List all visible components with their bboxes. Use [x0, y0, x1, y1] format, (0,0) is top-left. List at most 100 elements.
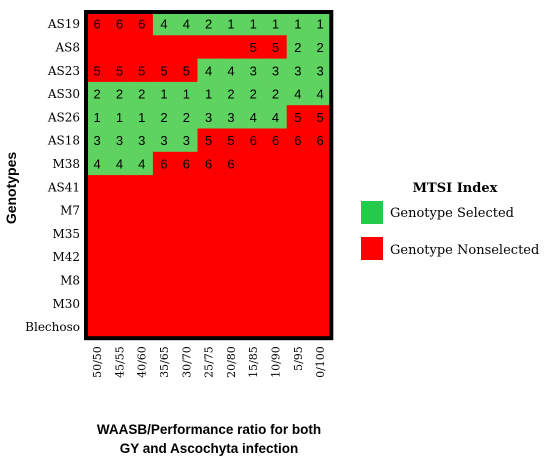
cell-value-as26-35-65: 2	[160, 110, 167, 125]
x-axis-label-line-2: GY and Ascochyta infection	[120, 441, 299, 456]
cell-blechoso-40-60	[130, 314, 154, 339]
cell-m42-40-60	[130, 245, 154, 269]
cell-value-as18-30-70: 3	[183, 133, 190, 148]
cell-value-as30-25-75: 1	[205, 87, 212, 102]
cell-as26-35-65	[152, 105, 176, 129]
cell-as23-45-55	[108, 58, 132, 83]
cell-value-m38-30-70: 6	[183, 156, 190, 171]
y-tick-as26: AS26	[47, 110, 80, 124]
cell-as26-40-60	[130, 105, 154, 129]
cell-value-as19-10-90: 1	[272, 17, 279, 32]
cell-m38-30-70	[175, 151, 198, 176]
cell-value-as18-40-60: 3	[138, 133, 145, 148]
cell-as23-0-100	[309, 58, 332, 83]
legend-label-selected: Genotype Selected	[390, 206, 514, 221]
cell-m7-30-70	[175, 198, 198, 223]
cell-as8-45-55	[108, 35, 132, 60]
cell-value-as23-5-95: 3	[294, 63, 301, 78]
cell-value-as23-15-85: 3	[250, 63, 257, 78]
cell-value-as26-0-100: 5	[317, 110, 324, 125]
cell-value-as8-15-85: 5	[250, 40, 257, 55]
cell-value-as30-20-80: 2	[227, 87, 234, 102]
cell-blechoso-15-85	[242, 314, 265, 339]
y-tick-as19: AS19	[47, 17, 80, 31]
cell-blechoso-35-65	[152, 314, 176, 339]
x-tick-30-70: 30/70	[180, 346, 193, 378]
cell-as23-40-60	[130, 58, 154, 83]
y-tick-m42: M42	[52, 250, 80, 264]
heatmap-cell-labels: 6 6 6 4 4 2 1 1 1 1 15 5 2 25 5 5 5 5 4 4 3 3 3 32 2 2 1 1 1 2 2 2 4 41 1 1…	[94, 17, 324, 172]
cell-value-as18-35-65: 3	[160, 133, 167, 148]
cell-as23-30-70	[175, 58, 198, 83]
cell-m38-50-50	[86, 151, 109, 176]
cell-m30-40-60	[130, 291, 154, 316]
cell-blechoso-45-55	[108, 314, 132, 339]
cell-as23-25-75	[197, 58, 221, 83]
cell-as8-50-50	[86, 35, 109, 60]
cell-m42-15-85	[242, 245, 265, 269]
cell-as23-20-80	[219, 58, 243, 83]
cell-as30-5-95	[286, 81, 310, 106]
cell-m30-0-100	[309, 291, 332, 316]
cell-value-m38-25-75: 6	[205, 156, 212, 171]
cell-value-as18-20-80: 5	[227, 133, 234, 148]
cell-as26-10-90	[264, 105, 288, 129]
cell-as19-5-95	[286, 12, 310, 36]
cell-as18-30-70	[175, 128, 198, 153]
cell-m42-30-70	[175, 245, 198, 269]
cell-m8-50-50	[86, 268, 109, 293]
cell-m30-35-65	[152, 291, 176, 316]
cell-m35-35-65	[152, 221, 176, 246]
cell-m7-15-85	[242, 198, 265, 223]
cell-as18-10-90	[264, 128, 288, 153]
x-tick-25-75: 25/75	[203, 346, 216, 378]
heatmap-frame	[84, 10, 334, 341]
x-tick-15-85: 15/85	[247, 346, 260, 378]
cell-value-as30-10-90: 2	[272, 87, 279, 102]
cell-as19-25-75	[197, 12, 221, 36]
cell-value-m38-50-50: 4	[94, 156, 101, 171]
cell-value-as19-20-80: 1	[227, 17, 234, 32]
cell-blechoso-20-80	[219, 314, 243, 339]
cell-m42-0-100	[309, 245, 332, 269]
cell-as30-40-60	[130, 81, 154, 106]
cell-value-as23-50-50: 5	[94, 63, 101, 78]
cell-value-as30-30-70: 1	[183, 87, 190, 102]
cell-as41-30-70	[175, 175, 198, 199]
cell-as41-15-85	[242, 175, 265, 199]
cell-value-as8-0-100: 2	[317, 40, 324, 55]
cell-as30-25-75	[197, 81, 221, 106]
cell-m42-50-50	[86, 245, 109, 269]
cell-m7-40-60	[130, 198, 154, 223]
cell-m35-0-100	[309, 221, 332, 246]
cell-value-as23-10-90: 3	[272, 63, 279, 78]
cell-m8-35-65	[152, 268, 176, 293]
cell-as41-35-65	[152, 175, 176, 199]
cell-value-as18-10-90: 6	[272, 133, 279, 148]
legend-label-nonselected: Genotype Nonselected	[390, 243, 539, 258]
cell-value-as23-20-80: 4	[227, 63, 234, 78]
x-axis-tick-labels: 50/50 45/55 40/60 35/65 30/70 25/75 20/80 15/85…	[91, 346, 327, 378]
cell-as18-40-60	[130, 128, 154, 153]
cell-value-as23-35-65: 5	[160, 63, 167, 78]
cell-value-as26-50-50: 1	[94, 110, 101, 125]
cell-value-as19-30-70: 4	[183, 17, 190, 32]
legend-swatch-selected	[361, 201, 383, 224]
cell-value-m38-20-80: 6	[227, 156, 234, 171]
cell-value-as19-45-55: 6	[116, 17, 123, 32]
cell-as23-35-65	[152, 58, 176, 83]
cell-as19-10-90	[264, 12, 288, 36]
y-tick-blechoso: Blechoso	[25, 320, 80, 334]
cell-blechoso-50-50	[86, 314, 109, 339]
x-axis-label-line-1: WAASB/Performance ratio for both	[97, 422, 321, 437]
x-tick-40-60: 40/60	[136, 346, 149, 378]
cell-m35-10-90	[264, 221, 288, 246]
cell-value-as26-25-75: 3	[205, 110, 212, 125]
cell-as18-15-85	[242, 128, 265, 153]
cell-m35-20-80	[219, 221, 243, 246]
cell-m8-15-85	[242, 268, 265, 293]
cell-m35-45-55	[108, 221, 132, 246]
cell-value-as30-15-85: 2	[250, 87, 257, 102]
cell-m30-50-50	[86, 291, 109, 316]
cell-m7-35-65	[152, 198, 176, 223]
